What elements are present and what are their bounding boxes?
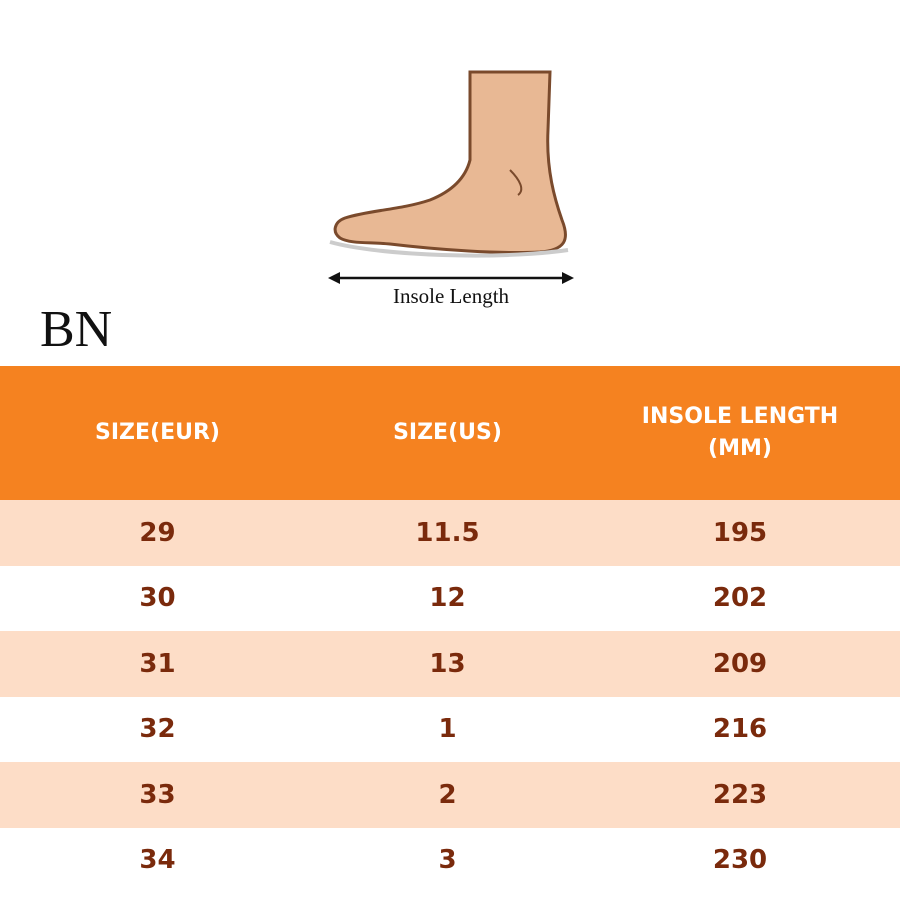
table-cell: 30 — [139, 583, 176, 614]
table-cell: 209 — [712, 648, 768, 679]
table-row: 34 3 230 — [0, 827, 900, 893]
header-cell: SIZE(US) — [393, 420, 502, 445]
table-cell: 202 — [712, 583, 768, 614]
table-cell: 34 — [139, 845, 176, 876]
table-cell: 31 — [139, 648, 176, 679]
table-row: 31 13 209 — [0, 631, 900, 697]
table-cell: 32 — [139, 714, 176, 745]
table-cell: 230 — [712, 845, 768, 876]
table-cell: 13 — [429, 648, 466, 679]
header-row: SIZE(EUR) SIZE(US) INSOLE LENGTH (MM) — [0, 366, 900, 500]
size-table: SIZE(EUR) SIZE(US) INSOLE LENGTH (MM) 29 11… — [0, 366, 900, 893]
table-cell: 12 — [429, 583, 466, 614]
table-row: 32 1 216 — [0, 696, 900, 762]
table-cell: 11.5 — [415, 517, 480, 548]
table-body: 29 11.5 195 30 12 202 31 13 209 32 1 216 33 2 223 34 3 23… — [0, 500, 900, 893]
table-row: 29 11.5 195 — [0, 500, 900, 566]
table-cell: 216 — [712, 714, 768, 745]
table-cell: 1 — [438, 714, 457, 745]
table-cell: 33 — [139, 779, 176, 810]
table-cell: 3 — [438, 845, 457, 876]
foot-diagram: Insole Length — [328, 70, 574, 308]
table-cell: 195 — [712, 517, 768, 548]
table-cell: 223 — [712, 779, 768, 810]
table-cell: 29 — [139, 517, 176, 548]
caption: Insole Length — [393, 284, 510, 308]
insole — [329, 240, 569, 258]
table-cell: 2 — [438, 779, 457, 810]
header-cell: INSOLE LENGTH (MM) — [641, 404, 839, 461]
table-row: 30 12 202 — [0, 565, 900, 631]
ankle — [509, 169, 523, 196]
header-cell: SIZE(EUR) — [95, 420, 220, 445]
table-row: 33 2 223 — [0, 762, 900, 828]
foot — [333, 70, 567, 255]
brand: BN — [40, 301, 113, 358]
